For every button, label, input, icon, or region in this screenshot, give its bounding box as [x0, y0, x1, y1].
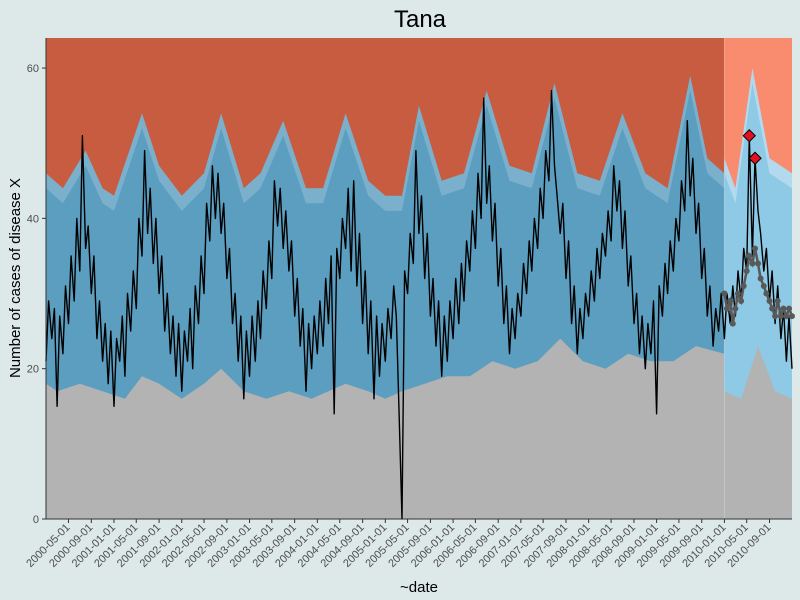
expected-cases-point — [752, 245, 759, 252]
expected-cases-point — [721, 290, 728, 297]
expected-cases-point — [734, 290, 741, 297]
observed-cases-line — [45, 89, 793, 520]
expected-cases-point — [780, 305, 787, 312]
bands-evaluation — [724, 68, 792, 519]
below-threshold-historical — [46, 338, 725, 519]
expected-cases-point — [727, 298, 734, 305]
expected-cases-point — [772, 313, 779, 320]
x-axis-label: ~date — [400, 579, 438, 596]
expected-cases-point — [743, 267, 750, 274]
expected-cases-point — [729, 320, 736, 327]
expected-cases-point — [763, 290, 770, 297]
y-tick-label: 40 — [27, 213, 39, 225]
chart-title: Tana — [394, 6, 447, 33]
expected-cases-point — [732, 305, 739, 312]
plot-area — [45, 38, 795, 520]
expected-cases-point — [769, 305, 776, 312]
expected-cases-point — [749, 260, 756, 267]
expected-cases-point — [757, 275, 764, 282]
expected-cases-point — [755, 260, 762, 267]
alert-marker — [742, 128, 756, 143]
expected-cases-point — [724, 305, 731, 312]
expected-cases-point — [783, 313, 790, 320]
y-tick-label: 0 — [33, 514, 39, 526]
expected-cases-point — [740, 283, 747, 290]
below-threshold-evaluation — [724, 346, 792, 519]
expected-cases-point — [738, 298, 745, 305]
bands-historical — [46, 75, 725, 519]
expected-cases-point — [766, 298, 773, 305]
alert-marker — [748, 151, 762, 165]
expected-cases-point — [774, 298, 781, 305]
expected-cases-point — [786, 305, 793, 312]
y-tick-label: 60 — [27, 63, 39, 75]
y-axis-label: Number of cases of disease X — [7, 178, 24, 378]
y-tick-label: 20 — [27, 364, 39, 376]
expected-cases-point — [789, 313, 795, 320]
expected-cases-point — [746, 252, 753, 259]
expected-cases-point — [777, 313, 784, 320]
expected-cases-point — [760, 283, 767, 290]
